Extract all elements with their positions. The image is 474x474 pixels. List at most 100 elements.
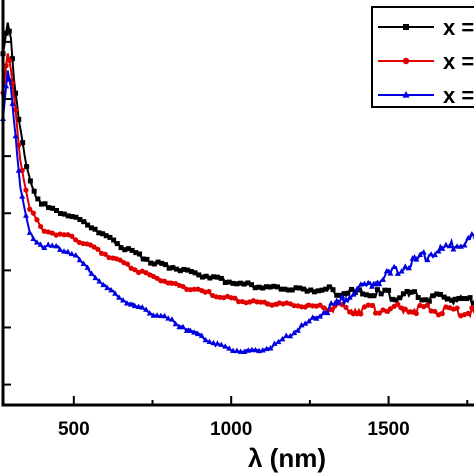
data-point bbox=[61, 232, 67, 238]
data-point bbox=[100, 281, 107, 288]
data-point bbox=[143, 306, 150, 312]
data-point bbox=[409, 255, 416, 261]
data-point bbox=[291, 303, 297, 309]
data-point bbox=[380, 276, 387, 282]
data-point bbox=[278, 286, 284, 292]
data-point bbox=[460, 296, 466, 302]
data-point bbox=[187, 327, 194, 333]
x-tick-label: 500 bbox=[58, 419, 90, 440]
data-point bbox=[317, 302, 323, 308]
data-point bbox=[92, 226, 98, 232]
data-point bbox=[30, 210, 36, 216]
data-point bbox=[404, 288, 410, 294]
data-point bbox=[358, 311, 364, 317]
data-point bbox=[241, 281, 247, 287]
data-point bbox=[417, 251, 424, 258]
data-point bbox=[96, 278, 103, 284]
series-3 bbox=[0, 70, 474, 355]
data-point bbox=[406, 309, 412, 315]
data-point bbox=[210, 339, 217, 346]
data-point bbox=[139, 304, 146, 310]
data-point bbox=[222, 343, 229, 349]
data-point bbox=[237, 348, 244, 354]
data-point bbox=[310, 303, 316, 309]
data-point bbox=[161, 312, 168, 319]
data-point bbox=[454, 305, 460, 311]
data-point bbox=[73, 214, 79, 220]
data-point bbox=[230, 347, 237, 353]
data-point bbox=[33, 239, 40, 245]
data-point bbox=[313, 315, 320, 321]
data-point bbox=[335, 299, 342, 305]
data-point bbox=[191, 286, 197, 292]
data-point bbox=[402, 306, 408, 312]
data-point bbox=[432, 308, 438, 315]
data-point bbox=[469, 305, 474, 311]
data-point bbox=[291, 329, 298, 336]
data-point bbox=[91, 244, 97, 250]
data-point bbox=[286, 287, 292, 293]
data-point bbox=[214, 274, 220, 280]
data-point bbox=[181, 266, 187, 272]
data-point bbox=[267, 345, 274, 351]
data-point bbox=[95, 246, 101, 252]
data-point bbox=[37, 223, 44, 230]
data-point bbox=[135, 303, 142, 309]
data-point bbox=[413, 310, 419, 317]
data-point bbox=[45, 229, 51, 235]
data-point bbox=[148, 260, 154, 266]
data-point bbox=[125, 246, 131, 252]
data-point bbox=[298, 321, 305, 328]
data-point bbox=[100, 231, 106, 237]
data-point bbox=[12, 132, 19, 139]
data-point bbox=[226, 345, 233, 351]
data-point bbox=[157, 312, 164, 318]
data-point bbox=[471, 300, 474, 306]
data-point bbox=[439, 245, 446, 251]
data-point bbox=[376, 310, 382, 316]
data-point bbox=[323, 286, 329, 292]
data-point bbox=[23, 187, 29, 193]
data-point bbox=[368, 283, 375, 289]
data-point bbox=[45, 241, 52, 247]
data-point bbox=[50, 205, 56, 211]
data-point bbox=[88, 270, 95, 276]
data-point bbox=[144, 256, 150, 262]
data-point bbox=[360, 291, 366, 297]
data-point bbox=[108, 286, 115, 293]
data-point bbox=[271, 283, 277, 289]
data-point bbox=[298, 304, 305, 310]
data-point bbox=[424, 256, 431, 263]
data-point bbox=[236, 299, 242, 305]
data-point bbox=[405, 264, 412, 271]
data-point bbox=[237, 280, 243, 286]
data-point bbox=[402, 263, 409, 269]
data-point bbox=[96, 230, 102, 236]
data-point bbox=[155, 259, 161, 265]
data-point bbox=[131, 302, 138, 309]
data-point bbox=[170, 265, 176, 271]
x-tick-label: 1500 bbox=[367, 419, 409, 440]
data-point bbox=[124, 261, 131, 267]
data-point bbox=[326, 284, 332, 290]
data-point bbox=[420, 249, 427, 255]
data-point bbox=[461, 242, 468, 248]
data-point bbox=[118, 245, 124, 251]
data-point bbox=[114, 241, 120, 247]
data-point bbox=[319, 287, 325, 293]
data-point bbox=[342, 296, 349, 302]
data-point bbox=[123, 300, 130, 306]
data-point bbox=[321, 305, 327, 311]
data-point bbox=[206, 288, 212, 295]
data-point bbox=[49, 242, 56, 248]
data-point bbox=[279, 335, 286, 342]
data-point bbox=[9, 100, 16, 106]
data-point bbox=[68, 250, 75, 257]
data-point bbox=[350, 311, 356, 317]
data-point bbox=[391, 263, 398, 270]
legend-label: x = bbox=[443, 49, 474, 74]
data-point bbox=[16, 116, 22, 122]
data-point bbox=[194, 330, 201, 337]
data-point bbox=[430, 293, 436, 299]
data-point bbox=[413, 256, 420, 262]
